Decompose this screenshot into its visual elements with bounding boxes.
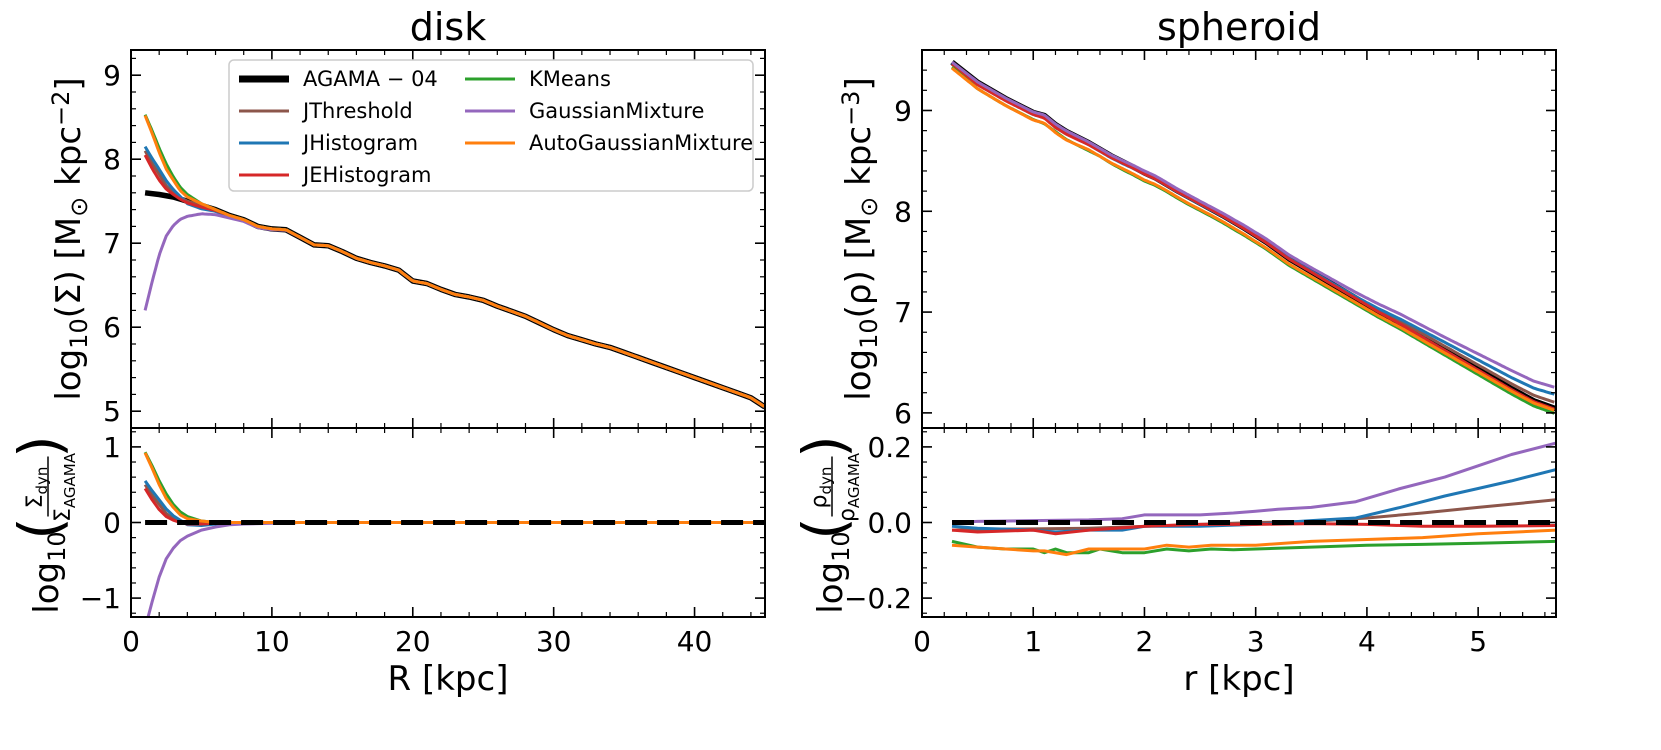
legend-label: AGAMA − 04 [303,67,438,91]
ratio-series-group [143,451,765,617]
y-tick-label: 6 [103,311,121,344]
legend-label: GaussianMixture [529,99,704,123]
legend-box [228,59,754,192]
panel-title: spheroid [1157,5,1321,49]
ratio-line-jehistogram [143,487,765,526]
main-series-group [143,114,765,410]
ratio-line-autogaussianmixture [143,452,765,524]
main-line-gaussianmixture [143,212,765,408]
main-line-jehistogram [951,62,1555,411]
y-tick-label: 6 [894,397,912,430]
legend-label: JHistogram [301,131,418,155]
y-tick-label: −0.2 [844,582,912,615]
ratio-line-jhistogram [143,480,765,527]
y-tick-label: 8 [894,195,912,228]
svg-text:ρdyn: ρdyn [807,467,835,509]
svg-text:log10: log10 [811,531,855,613]
legend-label: KMeans [529,67,611,91]
x-tick-label: 3 [1247,625,1265,658]
svg-text:log10: log10 [27,531,71,613]
x-tick-label: 20 [395,625,431,658]
agama-line [144,190,765,410]
x-axis-label: R [kpc] [388,659,509,699]
x-axis-label: r [kpc] [1183,659,1294,699]
x-tick-label: 2 [1136,625,1154,658]
y-tick-label: 0 [103,507,121,540]
y-tick-label: 7 [894,296,912,329]
x-tick-label: 5 [1469,625,1487,658]
ratio-line-kmeans [143,451,765,524]
svg-text:): ) [790,435,858,458]
main-line-autogaussianmixture [143,114,765,408]
ratio-line-jehistogram [951,522,1556,536]
legend-label: AutoGaussianMixture [529,131,753,155]
y-tick-label: −1 [80,582,121,615]
legend: AGAMA − 04 JThreshold JHistogram JEHistogra… [228,59,754,192]
y-tick-label: 0.2 [867,431,912,464]
main-line-autogaussianmixture [951,66,1555,412]
y-tick-label: 9 [103,59,121,92]
ratio-line-gaussianmixture [951,441,1556,524]
y-tick-label: 8 [103,143,121,176]
main-line-gaussianmixture [951,60,1555,389]
svg-text:ρAGAMA: ρAGAMA [835,452,863,522]
y-tick-label: 5 [103,395,121,428]
ratio-line-gaussianmixture [146,521,765,617]
x-tick-label: 0 [913,625,931,658]
svg-text:ΣAGAMA: ΣAGAMA [51,452,79,522]
svg-text:Σdyn: Σdyn [23,467,51,509]
x-tick-label: 30 [536,625,572,658]
x-tick-label: 10 [254,625,290,658]
main-series-group [950,59,1556,415]
y-tick-label: 7 [103,227,121,260]
x-tick-label: 1 [1024,625,1042,658]
y-axis-label-main: log10(Σ) [M⊙ kpc−2] [47,77,93,400]
y-tick-label: 9 [894,94,912,127]
ratio-line-autogaussianmixture [951,528,1556,557]
panel-title: disk [410,5,486,49]
y-tick-label: 1 [103,431,121,464]
ratio-line-jthreshold [143,483,765,524]
y-axis-label-main: log10(ρ) [M⊙ kpc−3] [837,77,883,400]
legend-label: JEHistogram [301,163,431,187]
svg-text:): ) [6,435,74,458]
legend-label: JThreshold [301,99,413,123]
svg-text:(: ( [790,517,858,540]
ratio-series-group [951,441,1556,557]
x-tick-label: 4 [1358,625,1376,658]
x-tick-label: 0 [122,625,140,658]
spheroid-panel: spheroid 0 1 2 3 4 5 6 7 8 9 −0.2 0.0 0.2 r [kpc] log10… [790,5,1557,699]
svg-text:(: ( [6,517,74,540]
y-tick-label: 0.0 [867,507,912,540]
x-tick-label: 40 [677,625,713,658]
